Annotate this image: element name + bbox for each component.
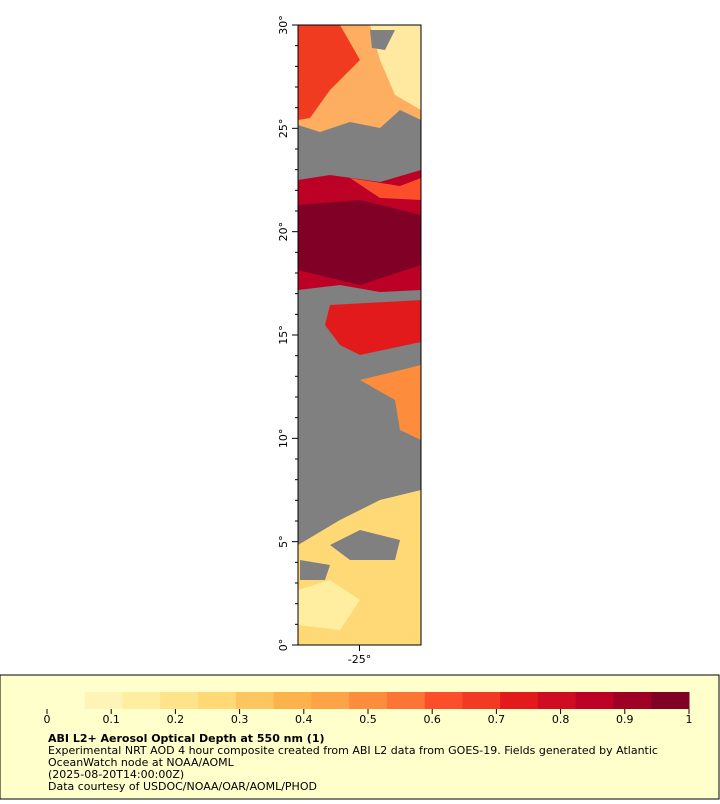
lat-tick-label: 15° bbox=[277, 325, 290, 345]
colorbar-tick-label: 0.4 bbox=[295, 713, 313, 726]
aod-patch bbox=[298, 580, 360, 630]
aod-patch bbox=[350, 178, 421, 200]
colorbar-swatch bbox=[198, 692, 237, 709]
colorbar-swatch bbox=[273, 692, 312, 709]
aod-raster bbox=[298, 25, 421, 645]
colorbar-tick-label: 0.2 bbox=[167, 713, 185, 726]
legend-note: Data courtesy of USDOC/NOAA/OAR/AOML/PHO… bbox=[48, 780, 317, 793]
colorbar-tick-label: 0.7 bbox=[488, 713, 506, 726]
aod-patch bbox=[360, 365, 421, 440]
colorbar-tick-label: 0 bbox=[44, 713, 51, 726]
colorbar-swatch bbox=[386, 692, 426, 709]
legend-note: OceanWatch node at NOAA/AOML bbox=[48, 756, 235, 769]
colorbar-swatch bbox=[575, 692, 614, 709]
colorbar-swatch bbox=[424, 692, 463, 709]
lon-tick-label: -25° bbox=[348, 653, 371, 666]
lat-tick-label: 30° bbox=[277, 15, 290, 35]
colorbar-tick-label: 0.3 bbox=[231, 713, 249, 726]
no-data bbox=[330, 530, 400, 560]
colorbar-swatch bbox=[311, 692, 350, 709]
lat-tick-label: 20° bbox=[277, 222, 290, 242]
lat-tick-label: 25° bbox=[277, 119, 290, 139]
colorbar-swatch bbox=[160, 692, 199, 709]
colorbar-swatch bbox=[537, 692, 577, 709]
colorbar-tick-label: 0.8 bbox=[552, 713, 570, 726]
colorbar-swatch bbox=[500, 692, 539, 709]
colorbar-swatch bbox=[47, 692, 86, 709]
legend-note: Experimental NRT AOD 4 hour composite cr… bbox=[48, 744, 658, 757]
no-data bbox=[300, 560, 330, 580]
colorbar-tick-label: 0.6 bbox=[423, 713, 441, 726]
colorbar-swatch bbox=[84, 692, 124, 709]
colorbar-tick-label: 0.1 bbox=[102, 713, 120, 726]
colorbar-tick-label: 1 bbox=[686, 713, 693, 726]
lat-tick-label: 5° bbox=[277, 535, 290, 548]
colorbar-swatch bbox=[349, 692, 388, 709]
colorbar-swatch bbox=[122, 692, 161, 709]
legend-title: ABI L2+ Aerosol Optical Depth at 550 nm … bbox=[48, 732, 325, 745]
legend-note: (2025-08-20T14:00:00Z) bbox=[48, 768, 184, 781]
aod-patch bbox=[298, 25, 360, 120]
colorbar-tick-label: 0.9 bbox=[616, 713, 634, 726]
colorbar-tick-label: 0.5 bbox=[359, 713, 377, 726]
aod-patch bbox=[325, 300, 421, 355]
colorbar-swatch bbox=[462, 692, 501, 709]
colorbar-swatch bbox=[235, 692, 275, 709]
lat-tick-label: 10° bbox=[277, 429, 290, 449]
colorbar-swatch bbox=[651, 692, 690, 709]
aod-patch bbox=[298, 200, 421, 285]
colorbar-swatch bbox=[613, 692, 652, 709]
lat-tick-label: 0° bbox=[277, 639, 290, 652]
no-data bbox=[370, 30, 395, 50]
